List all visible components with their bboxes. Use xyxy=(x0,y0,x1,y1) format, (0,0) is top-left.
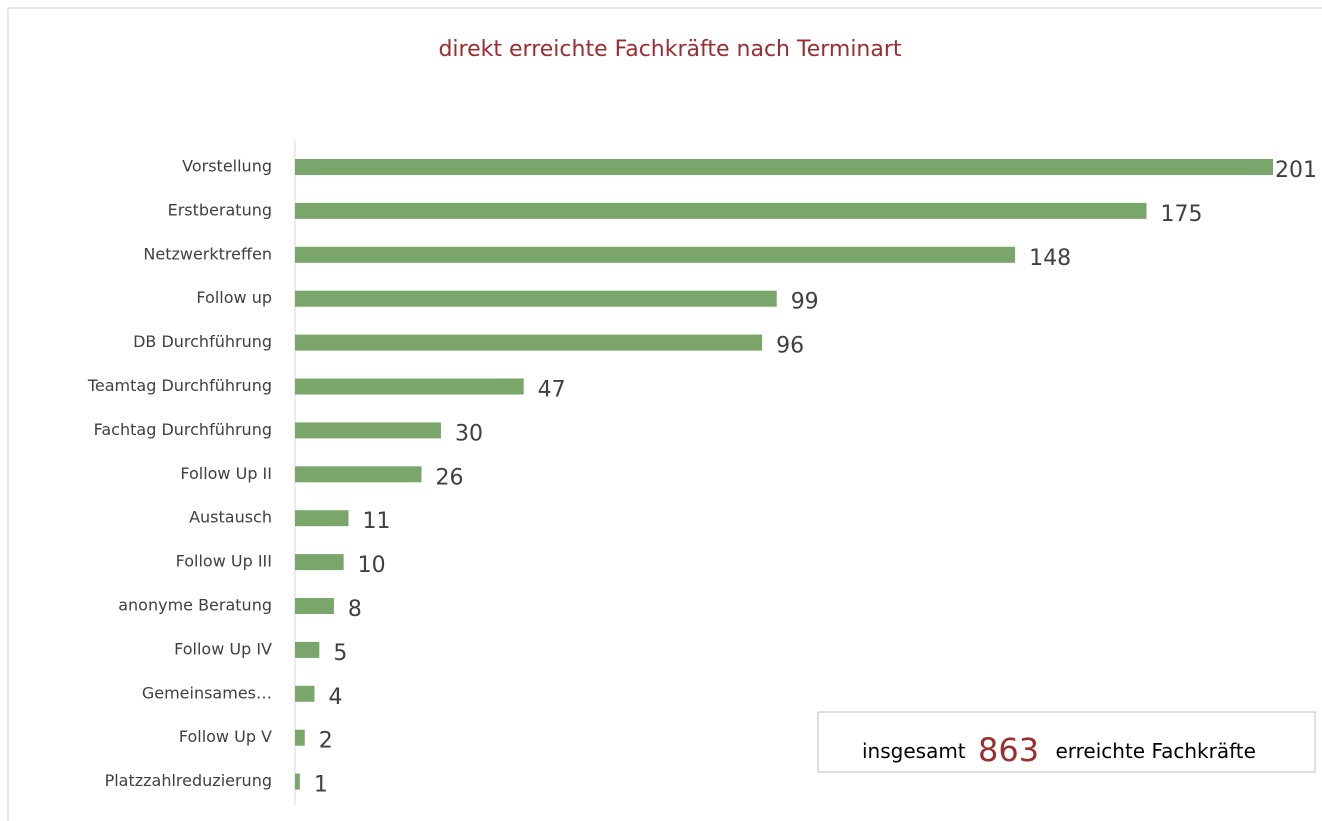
value-label: 10 xyxy=(358,553,386,578)
value-label: 30 xyxy=(455,421,483,446)
value-label: 2 xyxy=(319,729,333,754)
value-label: 175 xyxy=(1160,202,1202,227)
bar xyxy=(295,510,349,527)
category-label: Follow Up IV xyxy=(174,639,272,658)
annotation: insgesamt 863 erreichte Fachkräfte xyxy=(862,731,1256,769)
value-label: 96 xyxy=(776,334,804,359)
value-label: 26 xyxy=(436,465,464,490)
category-label: DB Durchführung xyxy=(133,332,272,351)
category-label: anonyme Beratung xyxy=(118,596,272,615)
value-label: 47 xyxy=(538,378,566,403)
bar xyxy=(295,422,441,439)
value-label: 8 xyxy=(348,597,362,622)
bar xyxy=(295,378,524,395)
bar xyxy=(295,598,334,614)
bar xyxy=(295,202,1147,219)
category-label: Erstberatung xyxy=(168,200,272,219)
category-label: Netzwerktreffen xyxy=(143,244,272,263)
annotation-box xyxy=(817,711,1316,773)
category-label: Follow Up V xyxy=(179,727,272,746)
category-label: Teamtag Durchführung xyxy=(87,376,272,395)
bar xyxy=(295,554,344,571)
bar xyxy=(295,466,422,483)
bar xyxy=(295,246,1016,263)
value-label: 99 xyxy=(791,290,819,315)
value-label: 201 xyxy=(1275,158,1317,183)
category-label: Follow Up III xyxy=(176,552,272,571)
bar xyxy=(295,159,1273,175)
category-label: Follow Up II xyxy=(180,464,272,483)
value-label: 5 xyxy=(333,641,347,666)
bar xyxy=(295,729,305,746)
value-label: 11 xyxy=(363,509,391,534)
bar xyxy=(295,773,300,790)
value-label: 1 xyxy=(314,773,328,798)
annotation-total: 863 xyxy=(978,731,1039,769)
chart-title: direkt erreichte Fachkräfte nach Termina… xyxy=(438,37,901,62)
value-label: 148 xyxy=(1029,246,1071,271)
annotation-prefix: insgesamt xyxy=(862,739,966,763)
category-label: Fachtag Durchführung xyxy=(94,420,272,439)
bar xyxy=(295,685,315,702)
category-label: Follow up xyxy=(196,288,272,307)
annotation-suffix: erreichte Fachkräfte xyxy=(1055,739,1256,763)
category-label: Austausch xyxy=(189,508,272,527)
bar xyxy=(295,334,763,351)
bar xyxy=(295,290,777,307)
value-label: 4 xyxy=(328,685,342,710)
bar xyxy=(295,641,320,658)
category-label: Gemeinsames… xyxy=(142,683,272,702)
category-label: Platzzahlreduzierung xyxy=(105,771,272,790)
category-label: Vorstellung xyxy=(182,157,272,176)
